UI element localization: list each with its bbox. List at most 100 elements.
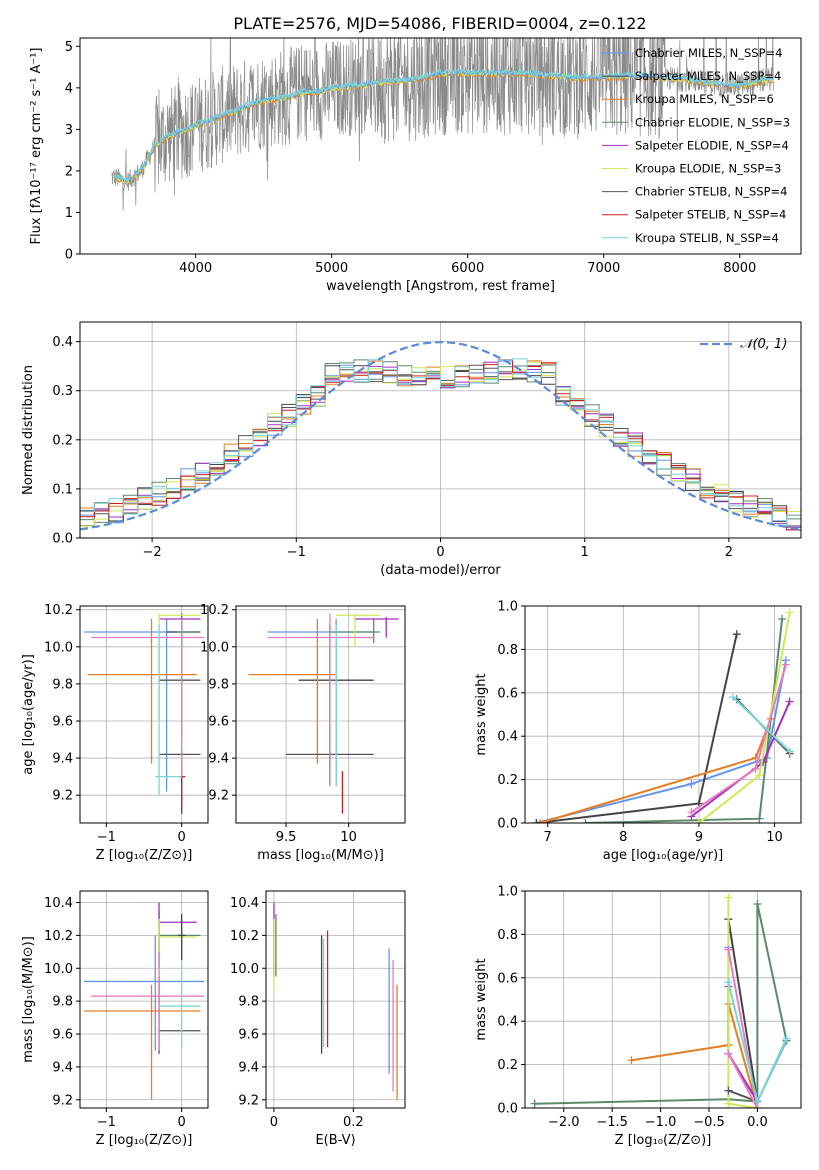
x-tick-label: 0: [270, 1115, 278, 1130]
legend: Chabrier MILES, N_SSP=4 Salpeter MILES, N…: [602, 46, 790, 245]
x-tick-label: −1.5: [596, 1115, 628, 1130]
x-tick-label: −1: [97, 1115, 116, 1130]
weight-series: [698, 612, 791, 823]
y-tick-label: 9.8: [52, 677, 73, 692]
y-tick-label: 5: [65, 40, 73, 55]
weight-marker: [782, 1034, 791, 1043]
axes-frame: [235, 605, 406, 824]
chart-age-vs-mass: 9.5 10 9.2 9.4 9.6 9.8 10.0 10.2 mass [log₁₀(M/M…: [200, 603, 406, 863]
x-tick-label: 8: [619, 830, 627, 845]
weight-marker: [753, 900, 762, 909]
y-axis-label: Flux [fλ10⁻¹⁷ erg cm⁻² s⁻¹ A⁻¹]: [29, 48, 44, 245]
y-tick-label: 10.2: [230, 929, 259, 944]
x-tick-label: −1: [287, 545, 306, 560]
y-tick-label: 1.0: [497, 885, 518, 900]
weight-series: [631, 1003, 759, 1108]
histogram-step: [80, 361, 801, 527]
weight-series: [727, 919, 759, 1102]
y-tick-label: 0.8: [497, 643, 518, 658]
y-tick-label: 9.8: [52, 995, 73, 1010]
legend-entry: Chabrier MILES, N_SSP=4: [635, 46, 782, 60]
plot-area: [248, 613, 399, 814]
chart-mass-weight-vs-age: 7 8 9 10 0.0 0.2 0.4 0.6 0.8 1.0 age [log₁₀(age/yr…: [474, 600, 802, 863]
y-tick-label: 0.2: [497, 773, 518, 788]
y-tick-label: 9.4: [208, 752, 229, 767]
y-axis-label: Normed distribution: [21, 365, 36, 495]
y-tick-label: 9.8: [208, 677, 229, 692]
y-tick-label: 0.4: [497, 1015, 518, 1030]
y-axis-label: mass [log₁₀(M/M⊙)]: [21, 936, 36, 1063]
y-tick-label: 9.4: [52, 752, 73, 767]
x-tick-label: 10: [766, 830, 783, 845]
axes-frame: [79, 37, 802, 255]
axes-frame: [524, 890, 802, 1109]
x-tick-label: −0.5: [693, 1115, 725, 1130]
x-tick-label: 6000: [451, 261, 484, 276]
y-axis-label: age [log₁₀(age/yr)]: [21, 654, 36, 775]
weight-marker: [687, 779, 696, 788]
y-tick-label: 3: [65, 123, 73, 138]
chart-mass-vs-reddening: 0 0.2 9.2 9.4 9.6 9.8 10.0 10.2 10.4 E(B-V): [230, 890, 406, 1148]
plot-area: [83, 902, 205, 1100]
x-axis-label: age [log₁₀(age/yr)]: [603, 848, 724, 863]
weight-marker: [724, 945, 733, 954]
legend-entry: Kroupa ELODIE, N_SSP=3: [635, 162, 781, 176]
y-tick-label: 0.2: [497, 1058, 518, 1073]
legend-entry: Salpeter ELODIE, N_SSP=4: [635, 138, 789, 152]
weight-marker: [694, 819, 703, 823]
plot-area: [83, 613, 205, 814]
x-tick-label: 0: [436, 545, 444, 560]
weight-marker: [778, 615, 787, 624]
legend-entry: Salpeter MILES, N_SSP=4: [635, 69, 781, 83]
x-tick-label: 9.5: [276, 830, 297, 845]
x-axis-label: Z [log₁₀(Z/Z⊙)]: [96, 848, 193, 863]
chart-mass-vs-metallicity: −1 0 9.2 9.4 9.6 9.8 10.0 10.2 10.4 Z [log₁₀(Z/Z⊙…: [21, 890, 209, 1148]
y-tick-label: 9.6: [52, 714, 73, 729]
y-tick-label: 10.4: [44, 896, 73, 911]
x-tick-label: −1.0: [645, 1115, 677, 1130]
weight-marker: [724, 978, 733, 987]
weight-marker: [732, 630, 741, 639]
plot-area: [111, 38, 775, 211]
y-tick-label: 0: [65, 248, 73, 263]
y-tick-label: 10.0: [44, 640, 73, 655]
weight-marker: [755, 814, 764, 823]
plot-area: [80, 341, 801, 531]
model-spectrum: [113, 67, 774, 184]
y-tick-label: 9.4: [238, 1060, 259, 1075]
y-tick-label: 9.2: [238, 1093, 259, 1108]
y-tick-label: 9.2: [52, 789, 73, 804]
weight-marker: [728, 693, 737, 702]
y-tick-label: 0.6: [497, 686, 518, 701]
y-tick-label: 0.8: [497, 928, 518, 943]
weight-marker: [724, 893, 733, 902]
chart-residuals: −2 −1 0 1 2 0.0 0.1 0.2 0.3 0.4 (data-model)/error…: [21, 321, 802, 578]
legend-entry: Chabrier ELODIE, N_SSP=3: [635, 115, 790, 129]
x-tick-label: 9: [695, 830, 703, 845]
legend-entry: Kroupa STELIB, N_SSP=4: [635, 231, 779, 245]
y-tick-label: 9.6: [208, 714, 229, 729]
x-tick-label: 1: [581, 545, 589, 560]
x-tick-label: −2: [143, 545, 162, 560]
x-tick-label: −1: [97, 830, 116, 845]
y-tick-label: 0.0: [52, 532, 73, 547]
chart-mass-weight-vs-metallicity: −2.0 −1.5 −1.0 −0.5 0.0 0.0 0.2 0.4 0.6 0.8 1.0 Z […: [474, 885, 802, 1148]
chart-age-vs-metallicity: −1 0 9.2 9.4 9.6 9.8 10.0 10.2 Z [log₁₀(Z/Z⊙)] ag…: [21, 603, 209, 863]
y-tick-label: 9.6: [238, 1028, 259, 1043]
weight-series: [732, 696, 791, 753]
weight-marker: [536, 819, 545, 823]
figure-title: PLATE=2576, MJD=54086, FIBERID=0004, z=0…: [233, 14, 646, 33]
legend-entry: Chabrier STELIB, N_SSP=4: [635, 185, 787, 199]
y-tick-label: 9.8: [238, 995, 259, 1010]
axes-frame: [79, 605, 209, 824]
axes-frame: [265, 890, 406, 1109]
x-tick-label: 4000: [179, 261, 212, 276]
weight-marker: [751, 764, 760, 773]
histogram-step: [80, 358, 801, 527]
weight-marker: [785, 747, 794, 756]
y-tick-label: 10.0: [230, 962, 259, 977]
gaussian-curve: [80, 341, 799, 531]
y-tick-label: 10.2: [44, 929, 73, 944]
legend-entry: 𝒩(0, 1): [740, 337, 787, 352]
